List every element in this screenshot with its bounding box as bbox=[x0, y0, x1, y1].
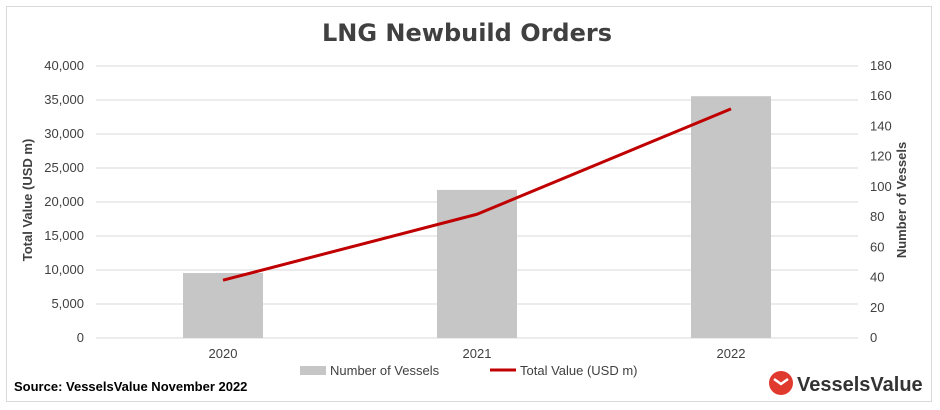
chart-title: LNG Newbuild Orders bbox=[322, 19, 612, 47]
left-tick-label: 20,000 bbox=[44, 194, 84, 209]
right-tick-label: 80 bbox=[870, 209, 884, 224]
right-tick-label: 0 bbox=[870, 330, 877, 345]
legend-swatch-vessels bbox=[300, 366, 326, 375]
left-tick-label: 35,000 bbox=[44, 92, 84, 107]
line-series bbox=[222, 107, 732, 282]
right-tick-label: 120 bbox=[870, 149, 892, 164]
bar-2021 bbox=[437, 189, 517, 338]
legend-label-value: Total Value (USD m) bbox=[520, 363, 638, 378]
bars bbox=[183, 96, 771, 338]
right-tick-label: 20 bbox=[870, 300, 884, 315]
value-line bbox=[222, 107, 732, 282]
right-tick-label: 100 bbox=[870, 179, 892, 194]
right-tick-label: 140 bbox=[870, 118, 892, 133]
left-axis-ticks: 0 5,000 10,000 15,000 20,000 25,000 30,000 35,0… bbox=[44, 58, 84, 345]
source-note: Source: VesselsValue November 2022 bbox=[14, 379, 247, 394]
legend-label-vessels: Number of Vessels bbox=[330, 363, 440, 378]
right-tick-label: 180 bbox=[870, 58, 892, 73]
left-axis-title: Total Value (USD m) bbox=[20, 139, 35, 262]
right-tick-label: 60 bbox=[870, 239, 884, 254]
left-tick-label: 5,000 bbox=[51, 296, 84, 311]
x-tick-label: 2022 bbox=[717, 346, 746, 361]
left-tick-label: 15,000 bbox=[44, 228, 84, 243]
left-tick-label: 0 bbox=[77, 330, 84, 345]
left-tick-label: 10,000 bbox=[44, 262, 84, 277]
right-axis-title: Number of Vessels bbox=[894, 142, 909, 258]
bar-2022 bbox=[691, 96, 771, 338]
right-axis-ticks: 0 20 40 60 80 100 120 140 160 180 bbox=[870, 58, 892, 345]
left-tick-label: 30,000 bbox=[44, 126, 84, 141]
x-tick-label: 2021 bbox=[463, 346, 492, 361]
brand-logo-mark bbox=[773, 377, 789, 386]
x-axis-ticks: 2020 2021 2022 bbox=[209, 346, 746, 361]
brand-name: VesselsValue bbox=[797, 374, 923, 396]
brand-logo: VesselsValue bbox=[769, 371, 923, 396]
right-tick-label: 40 bbox=[870, 270, 884, 285]
bar-2020 bbox=[183, 273, 263, 338]
left-tick-label: 25,000 bbox=[44, 160, 84, 175]
left-tick-label: 40,000 bbox=[44, 58, 84, 73]
x-tick-label: 2020 bbox=[209, 346, 238, 361]
right-tick-label: 160 bbox=[870, 88, 892, 103]
